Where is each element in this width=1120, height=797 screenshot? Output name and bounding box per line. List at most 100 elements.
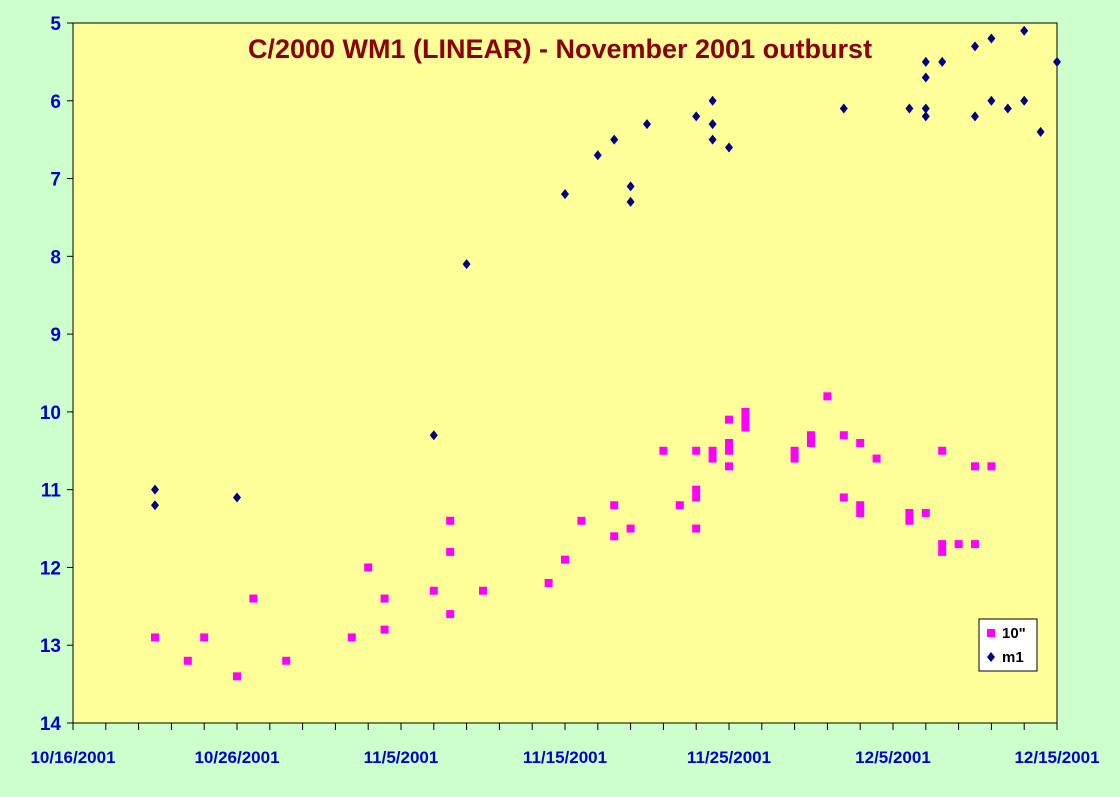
x-tick-label: 11/25/2001: [687, 748, 771, 767]
data-point: [429, 430, 438, 441]
series-m1: [151, 25, 1061, 511]
legend: 10"m1: [978, 618, 1038, 672]
data-point: [249, 594, 258, 603]
legend-label: 10": [1002, 625, 1026, 642]
data-point: [741, 423, 750, 432]
y-tick-label: 9: [50, 325, 61, 346]
data-point: [741, 415, 750, 424]
data-point: [643, 119, 651, 130]
x-tick-label: 11/5/2001: [364, 748, 439, 767]
data-point: [839, 431, 848, 440]
data-point: [856, 509, 865, 517]
data-point: [971, 540, 979, 549]
data-point: [725, 439, 733, 447]
y-tick-label: 14: [40, 714, 62, 735]
data-point: [659, 446, 668, 455]
data-point: [938, 56, 947, 67]
data-point: [708, 95, 717, 106]
data-point: [1003, 103, 1012, 114]
legend-label: m1: [1002, 649, 1024, 666]
data-point: [692, 493, 701, 502]
data-point: [692, 524, 701, 533]
x-tick-label: 10/26/2001: [194, 748, 279, 767]
data-point: [610, 134, 619, 145]
data-point: [233, 492, 241, 503]
data-point: [921, 72, 930, 83]
data-point: [429, 586, 438, 595]
data-point: [479, 586, 487, 595]
y-tick-label: 8: [50, 247, 61, 268]
data-point: [626, 181, 635, 192]
x-tick-label: 12/15/2001: [1014, 748, 1099, 767]
legend-box: [978, 618, 1038, 672]
data-point: [561, 555, 569, 564]
data-point: [708, 134, 717, 145]
data-point: [839, 103, 848, 114]
x-tick-label: 10/16/2001: [30, 748, 115, 767]
data-point: [987, 33, 996, 44]
data-point: [692, 446, 701, 455]
data-point: [610, 532, 619, 541]
data-point: [905, 103, 914, 114]
data-point: [462, 259, 471, 270]
x-tick-label: 11/15/2001: [523, 748, 607, 767]
data-point: [610, 501, 619, 510]
data-point: [577, 516, 586, 525]
y-tick-label: 12: [40, 558, 61, 579]
data-point: [938, 446, 947, 455]
data-point: [183, 656, 192, 665]
data-point: [675, 501, 684, 510]
data-point: [905, 509, 914, 517]
data-point: [807, 431, 815, 440]
data-point: [708, 446, 717, 455]
data-point: [151, 633, 159, 642]
y-tick-label: 6: [50, 92, 61, 113]
series-ten-inch: [151, 392, 996, 681]
y-tick-label: 10: [40, 403, 61, 424]
data-point: [839, 493, 848, 502]
y-tick-label: 11: [41, 481, 62, 502]
data-point: [971, 111, 979, 122]
data-point: [233, 672, 241, 681]
data-point: [856, 501, 865, 510]
data-point: [151, 500, 159, 511]
data-point: [725, 462, 733, 471]
data-point: [593, 150, 602, 161]
data-point: [725, 142, 733, 153]
data-point: [380, 594, 389, 603]
data-point: [921, 111, 930, 122]
data-point: [561, 189, 569, 200]
data-point: [921, 103, 930, 114]
data-point: [708, 119, 717, 130]
data-point: [921, 509, 930, 517]
data-point: [1036, 126, 1045, 137]
x-tick-label: 12/5/2001: [855, 748, 931, 767]
data-point: [544, 579, 553, 587]
data-point: [938, 540, 947, 549]
data-point: [347, 633, 356, 642]
data-point: [954, 540, 963, 549]
data-point: [1053, 56, 1061, 67]
data-point: [725, 446, 733, 455]
data-point: [856, 439, 865, 447]
data-point: [1020, 95, 1029, 106]
data-point: [692, 111, 701, 122]
data-point: [938, 547, 947, 556]
data-point: [446, 516, 455, 525]
data-point: [151, 484, 159, 495]
data-point: [692, 485, 701, 494]
data-point: [200, 633, 209, 642]
data-point: [921, 56, 930, 67]
legend-marker: [987, 629, 995, 637]
data-point: [725, 415, 733, 424]
data-point: [446, 547, 455, 556]
data-point: [708, 454, 717, 463]
data-point: [446, 610, 455, 619]
data-point: [790, 446, 799, 455]
data-point: [823, 392, 832, 401]
data-point: [971, 41, 979, 52]
data-point: [282, 656, 291, 665]
data-point: [971, 462, 979, 471]
